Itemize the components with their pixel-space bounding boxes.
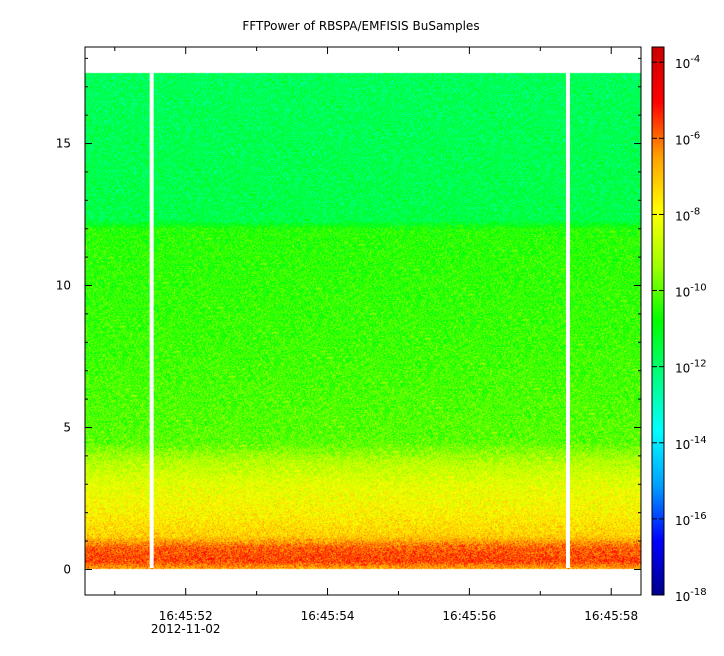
colorbar-tick-exponent: -18 [690,587,706,598]
x-tick-date-label: 2012-11-02 [151,622,221,636]
colorbar-gradient [652,47,664,595]
data-gap [149,72,154,569]
y-tick-label: 15 [56,137,71,151]
colorbar-tick-base: 10 [675,362,690,376]
colorbar-tick-base: 10 [675,209,690,223]
colorbar-tick-exponent: -8 [690,206,700,217]
data-gaps [149,72,570,569]
colorbar-tick-exponent: -6 [690,130,700,141]
x-tick-label: 16:45:54 [301,609,355,623]
spectrogram-image-container [85,47,641,595]
colorbar-tick-exponent: -4 [690,54,700,65]
colorbar-frame [651,46,665,596]
colorbar-tick-label: 10-8 [675,206,700,223]
colorbar-tick-exponent: -10 [690,283,706,294]
y-tick-label: 0 [63,562,71,576]
colorbar-tick-exponent: -16 [690,511,706,522]
plot-area [84,46,642,596]
colorbar-tick-label: 10-16 [675,511,707,528]
y-tick-label: 10 [56,279,71,293]
colorbar-tick-base: 10 [675,286,690,300]
data-gap [565,72,570,569]
spectrogram-image [85,47,641,595]
colorbar-tick-base: 10 [675,438,690,452]
x-tick-label: 16:45:52 [159,609,213,623]
colorbar-tick-label: 10-6 [675,130,700,147]
colorbar-tick-base: 10 [675,514,690,528]
x-tick-label: 16:45:56 [442,609,496,623]
plot-frame [84,46,642,596]
colorbar-tick-label: 10-10 [675,283,707,300]
colorbar-tick-exponent: -14 [690,435,706,446]
colorbar-tick-label: 10-4 [675,54,700,71]
colorbar-tick-base: 10 [675,57,690,71]
colorbar-tick-label: 10-12 [675,359,707,376]
colorbar-tick-base: 10 [675,133,690,147]
chart-title: FFTPower of RBSPA/EMFISIS BuSamples [242,19,479,33]
y-axis: 0 5 10 15 [56,57,641,576]
colorbar-tick-exponent: -12 [690,359,706,370]
colorbar-tick-label: 10-18 [675,587,707,604]
colorbar-tick-base: 10 [675,590,690,604]
colorbar-tick-label: 10-14 [675,435,707,452]
y-tick-label: 5 [63,420,71,434]
x-tick-label: 16:45:58 [584,609,638,623]
